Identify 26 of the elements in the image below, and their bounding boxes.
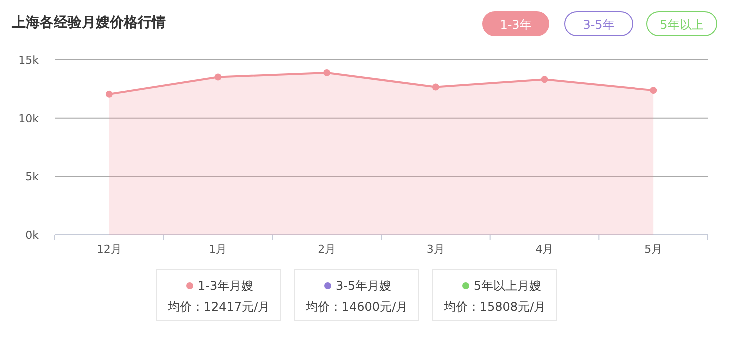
legend-label: 5年以上月嫂 [474, 279, 542, 293]
text: 均价：15808元/月 [442, 300, 546, 314]
point [324, 69, 331, 76]
x-tick-label: 1月 [209, 243, 228, 256]
y-tick-label: 5k [26, 170, 40, 184]
text: 均价：12417元/月 [166, 300, 270, 314]
x-tick-label: 5月 [644, 243, 663, 256]
point [541, 76, 548, 84]
legend-label: 1-3年月嫂 [198, 279, 254, 293]
x-tick-label: 2月 [318, 243, 336, 256]
point [650, 87, 658, 94]
text: 5年以上 [660, 18, 704, 32]
legend-label: 3-5年月嫂 [336, 279, 392, 293]
text: 3-5年 [583, 18, 615, 32]
y-tick-label: 0k [26, 229, 40, 242]
y-tick-label: 15k [18, 54, 40, 67]
point [106, 90, 113, 98]
text: 均价：14600元/月 [304, 300, 408, 314]
point [214, 74, 222, 81]
chart-title: 上海各经验月嫂价格行情 [11, 15, 166, 31]
x-tick-label: 4月 [536, 243, 554, 256]
point [432, 84, 440, 91]
text: 1-3年 [500, 18, 532, 32]
y-tick-label: 10k [18, 112, 40, 126]
x-tick-label: 3月 [426, 243, 445, 256]
x-tick-label: 12月 [96, 243, 122, 256]
